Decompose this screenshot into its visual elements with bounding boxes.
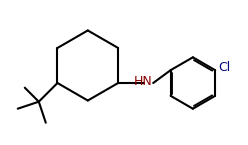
Text: HN: HN [133,75,152,88]
Text: Cl: Cl [219,61,231,74]
